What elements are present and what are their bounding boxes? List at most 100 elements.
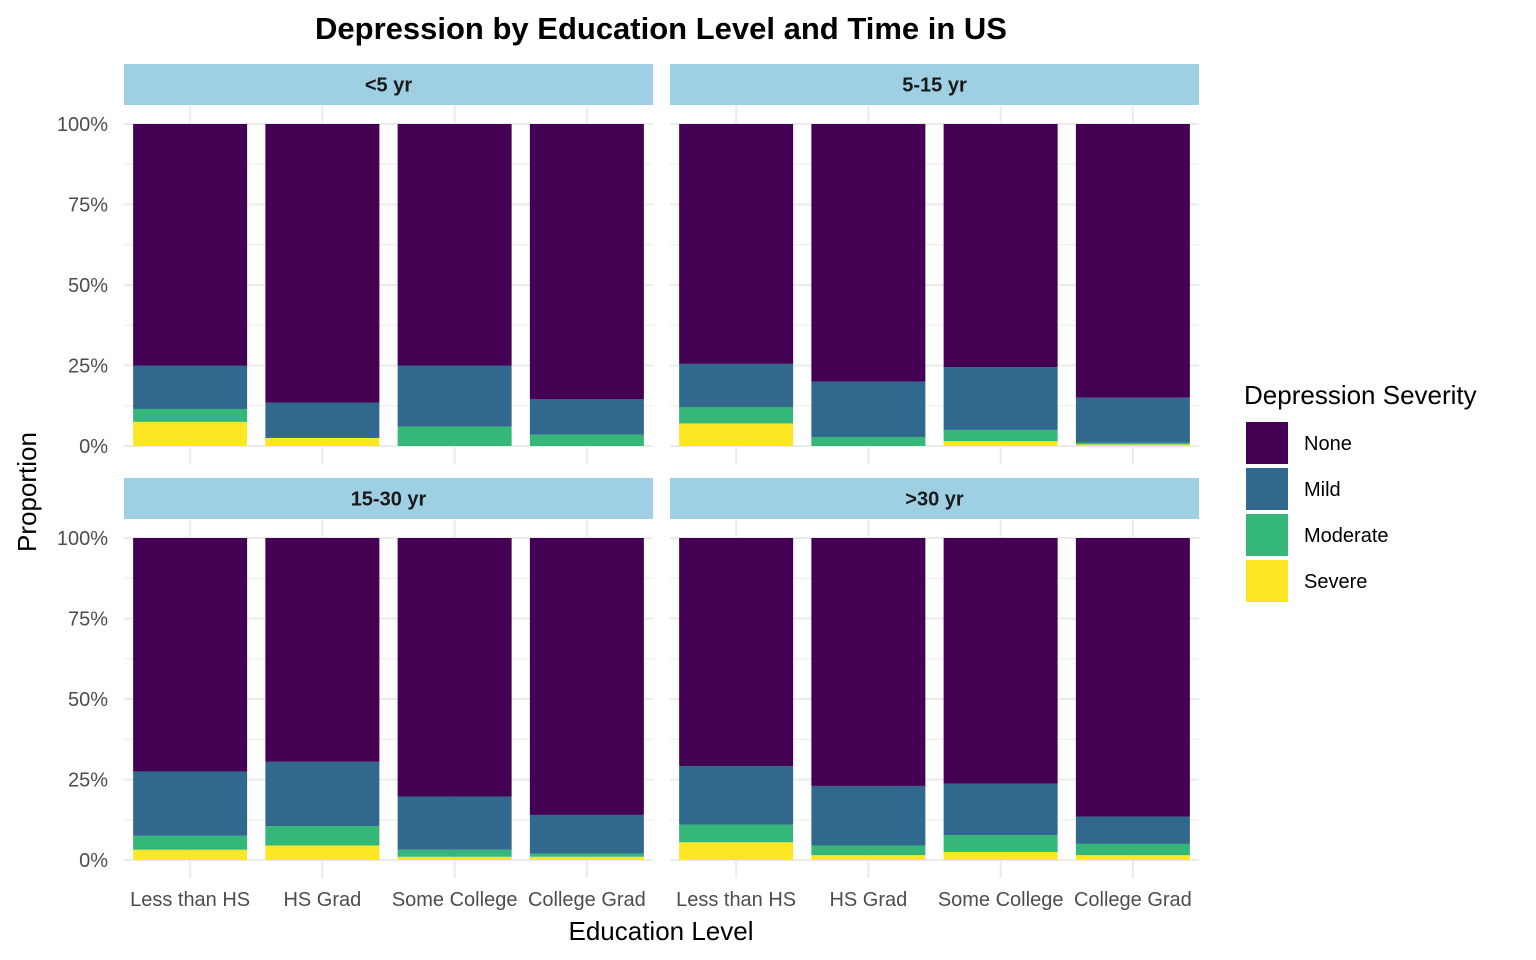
y-tick-label: 100% — [57, 528, 108, 550]
bar-gt-30-yr-less-than-hs-severe — [679, 842, 794, 860]
bar-lt-5-yr-college-grad-moderate — [529, 434, 644, 446]
bar-15-30-yr-college-grad-severe — [529, 856, 644, 860]
legend-label: Severe — [1304, 571, 1367, 593]
bar-gt-30-yr-some-college-severe — [943, 851, 1058, 860]
bar-15-30-yr-college-grad-none — [529, 538, 644, 815]
bar-gt-30-yr-some-college-none — [943, 538, 1058, 784]
y-tick-label: 0% — [79, 850, 108, 872]
panels: <5 yr 0% 25% 50% 75% 100% 5-15 yr 15-30 yr 0% 25%… — [57, 64, 1199, 911]
bar-lt-5-yr-college-grad-none — [529, 124, 644, 400]
bar-gt-30-yr-hs-grad-severe — [811, 855, 926, 860]
y-tick-label: 25% — [68, 356, 108, 378]
strip-background — [670, 478, 1199, 519]
panel-gt-30-yr: >30 yr Less than HS HS Grad Some College Col… — [670, 478, 1199, 911]
bars — [679, 538, 1190, 860]
bar-5-15-yr-some-college-moderate — [943, 429, 1058, 442]
legend-label: Moderate — [1304, 525, 1389, 547]
legend-label: Mild — [1304, 479, 1341, 501]
x-tick-label: Less than HS — [130, 889, 250, 911]
bar-5-15-yr-hs-grad-moderate — [811, 436, 926, 446]
panel-5-15-yr: 5-15 yr — [670, 64, 1199, 464]
legend-item-severe: Severe — [1246, 560, 1367, 602]
legend-title: Depression Severity — [1244, 380, 1477, 410]
bar-5-15-yr-college-grad-moderate — [1075, 442, 1190, 445]
bar-15-30-yr-hs-grad-none — [265, 538, 380, 762]
bar-lt-5-yr-less-than-hs-severe — [133, 421, 248, 446]
panel-strip-label: <5 yr — [365, 75, 412, 97]
bar-lt-5-yr-hs-grad-mild — [265, 402, 380, 438]
panel-strip-label: >30 yr — [905, 489, 964, 511]
bar-gt-30-yr-college-grad-severe — [1075, 855, 1190, 860]
bars — [133, 538, 644, 860]
legend-swatch — [1246, 468, 1288, 510]
bar-gt-30-yr-hs-grad-none — [811, 538, 926, 786]
x-tick-label: HS Grad — [283, 889, 361, 911]
bar-lt-5-yr-hs-grad-none — [265, 124, 380, 403]
bar-gt-30-yr-some-college-moderate — [943, 835, 1058, 852]
x-axis-title: Education Level — [568, 916, 753, 946]
x-tick-label: College Grad — [1074, 889, 1192, 911]
bar-5-15-yr-college-grad-mild — [1075, 397, 1190, 443]
bar-5-15-yr-less-than-hs-mild — [679, 363, 794, 408]
bar-gt-30-yr-less-than-hs-mild — [679, 765, 794, 825]
bar-gt-30-yr-college-grad-moderate — [1075, 843, 1190, 856]
y-tick-label: 50% — [68, 689, 108, 711]
bar-15-30-yr-college-grad-moderate — [529, 853, 644, 857]
bar-lt-5-yr-some-college-none — [397, 124, 512, 366]
legend-items: None Mild Moderate Severe — [1246, 422, 1389, 602]
y-tick-label: 50% — [68, 275, 108, 297]
legend: Depression Severity None Mild Moderate Seve… — [1244, 380, 1477, 602]
legend-swatch — [1246, 560, 1288, 602]
legend-item-none: None — [1246, 422, 1352, 464]
x-tick-label: Some College — [938, 889, 1064, 911]
bars — [133, 124, 644, 446]
bar-5-15-yr-college-grad-none — [1075, 124, 1190, 398]
bar-lt-5-yr-some-college-moderate — [397, 426, 512, 446]
bar-gt-30-yr-some-college-mild — [943, 783, 1058, 836]
legend-item-moderate: Moderate — [1246, 514, 1389, 556]
bar-15-30-yr-some-college-moderate — [397, 849, 512, 857]
legend-item-mild: Mild — [1246, 468, 1341, 510]
bar-5-15-yr-college-grad-severe — [1075, 444, 1190, 446]
bar-gt-30-yr-less-than-hs-moderate — [679, 824, 794, 843]
legend-swatch — [1246, 514, 1288, 556]
panel-strip-label: 5-15 yr — [902, 75, 967, 97]
bar-5-15-yr-some-college-severe — [943, 441, 1058, 446]
bar-lt-5-yr-hs-grad-severe — [265, 437, 380, 446]
bar-5-15-yr-some-college-mild — [943, 367, 1058, 430]
bar-5-15-yr-less-than-hs-none — [679, 124, 794, 364]
x-tick-label: College Grad — [528, 889, 646, 911]
legend-label: None — [1304, 433, 1352, 455]
bar-15-30-yr-hs-grad-severe — [265, 845, 380, 860]
y-tick-label: 25% — [68, 770, 108, 792]
bar-15-30-yr-less-than-hs-mild — [133, 771, 248, 836]
bar-5-15-yr-less-than-hs-moderate — [679, 407, 794, 424]
bar-15-30-yr-less-than-hs-none — [133, 538, 248, 772]
bar-15-30-yr-some-college-mild — [397, 796, 512, 850]
bar-lt-5-yr-less-than-hs-none — [133, 124, 248, 366]
bar-gt-30-yr-less-than-hs-none — [679, 538, 794, 766]
bar-gt-30-yr-college-grad-none — [1075, 538, 1190, 817]
y-tick-label: 75% — [68, 195, 108, 217]
strip-background — [124, 64, 653, 105]
y-tick-label: 75% — [68, 609, 108, 631]
panel-15-30-yr: 15-30 yr 0% 25% 50% 75% 100% Less than HS HS Gr… — [57, 478, 653, 911]
y-tick-label: 0% — [79, 436, 108, 458]
bar-5-15-yr-less-than-hs-severe — [679, 423, 794, 446]
bars — [679, 124, 1190, 446]
bar-15-30-yr-some-college-severe — [397, 856, 512, 860]
bar-15-30-yr-college-grad-mild — [529, 814, 644, 854]
bar-15-30-yr-some-college-none — [397, 538, 512, 797]
y-axis-title: Proportion — [12, 432, 42, 552]
bar-15-30-yr-less-than-hs-severe — [133, 849, 248, 860]
x-tick-label: HS Grad — [829, 889, 907, 911]
chart-title: Depression by Education Level and Time i… — [315, 11, 1007, 46]
strip-background — [124, 478, 653, 519]
x-tick-label: Less than HS — [676, 889, 796, 911]
bar-5-15-yr-hs-grad-mild — [811, 381, 926, 437]
bar-15-30-yr-hs-grad-moderate — [265, 826, 380, 846]
x-tick-label: Some College — [392, 889, 518, 911]
strip-background — [670, 64, 1199, 105]
bar-5-15-yr-hs-grad-none — [811, 124, 926, 382]
